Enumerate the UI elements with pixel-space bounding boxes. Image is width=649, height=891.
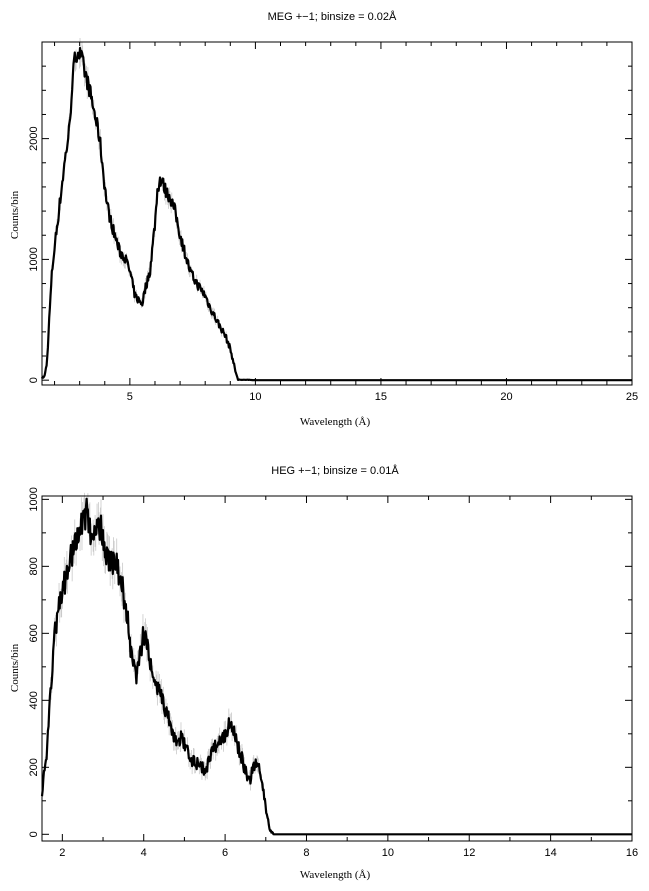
heg-plot-frame [41, 495, 633, 842]
heg-xtick-label: 2 [59, 847, 65, 859]
heg-xlabel: Wavelength (Å) [300, 869, 371, 881]
heg-ytick-label: 0 [28, 831, 40, 837]
heg-ytick-label: 400 [28, 691, 40, 709]
heg-xtick-label: 6 [222, 847, 228, 859]
meg-xtick-label: 5 [127, 391, 133, 403]
heg-xtick-label: 16 [626, 847, 638, 859]
heg-xtick-label: 14 [544, 847, 556, 859]
meg-panel: MEG +−1; binsize = 0.02Å 5 10 15 20 25 0 1000… [9, 10, 638, 428]
meg-xtick-label: 15 [375, 391, 387, 403]
heg-yticks: 0 200 400 600 800 1000 [28, 487, 632, 837]
heg-xtick-label: 8 [303, 847, 309, 859]
heg-ytick-label: 800 [28, 557, 40, 575]
meg-xtick-label: 20 [500, 391, 512, 403]
meg-yticks: 0 1000 2000 [28, 41, 632, 383]
heg-ylabel: Counts/bin [9, 643, 21, 692]
heg-xticks: 2 4 6 8 10 12 14 16 [59, 496, 638, 859]
meg-spectrum-line [40, 46, 633, 382]
heg-panel: HEG +−1; binsize = 0.01Å 2 4 6 8 10 12 14 16 0 2… [9, 464, 638, 881]
meg-xticks: 5 10 15 20 25 [54, 42, 638, 403]
heg-ytick-label: 1000 [28, 487, 40, 511]
meg-ytick-label: 1000 [28, 247, 40, 271]
heg-xtick-label: 12 [463, 847, 475, 859]
meg-xlabel: Wavelength (Å) [300, 416, 371, 428]
meg-xtick-label: 10 [249, 391, 261, 403]
meg-ytick-label: 2000 [28, 126, 40, 150]
meg-ytick-label: 0 [28, 377, 40, 383]
heg-xtick-label: 10 [382, 847, 394, 859]
meg-plot-frame [41, 41, 633, 386]
meg-ylabel: Counts/bin [9, 190, 21, 239]
heg-spectrum-line [40, 497, 633, 836]
meg-xtick-label: 25 [626, 391, 638, 403]
heg-xtick-label: 4 [141, 847, 147, 859]
heg-ytick-label: 200 [28, 758, 40, 776]
heg-ytick-label: 600 [28, 624, 40, 642]
heg-title: HEG +−1; binsize = 0.01Å [271, 464, 399, 477]
meg-title: MEG +−1; binsize = 0.02Å [268, 10, 397, 23]
